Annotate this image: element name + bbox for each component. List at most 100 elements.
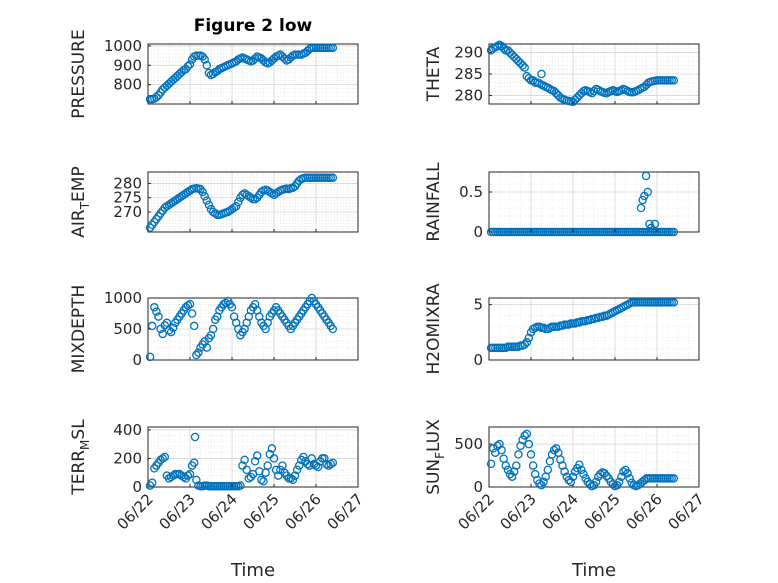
data-point [194, 348, 203, 357]
data-point [269, 190, 279, 200]
data-point [551, 444, 561, 453]
data-point [185, 469, 195, 479]
data-point [600, 469, 609, 478]
data-point [512, 461, 521, 470]
data-point [535, 79, 544, 88]
data-point [522, 338, 532, 347]
data-point [650, 219, 660, 229]
data-point [560, 467, 569, 476]
data-point [493, 441, 502, 451]
data-point [633, 86, 643, 95]
data-point [549, 86, 559, 96]
data-point [623, 469, 632, 478]
data-point [213, 66, 222, 76]
data-point [645, 219, 654, 229]
data-point [250, 54, 260, 63]
data-point [204, 68, 214, 78]
y-tick-label: 400 [113, 421, 142, 439]
data-point [520, 340, 529, 349]
data-point [294, 461, 304, 470]
axes-box [147, 426, 359, 488]
data-point [591, 477, 601, 487]
data-point [204, 200, 214, 210]
data-point [152, 92, 161, 102]
data-point [617, 472, 626, 481]
data-point [183, 471, 193, 480]
y-axis-label: AIRTEMP [69, 166, 92, 237]
data-point [518, 435, 527, 445]
data-point [543, 83, 553, 92]
data-point [503, 46, 513, 55]
data-point [526, 450, 536, 459]
data-point [158, 454, 167, 463]
data-point [643, 187, 653, 197]
data-point [231, 57, 241, 66]
data-point [175, 469, 184, 479]
x-axis-label-right: Time [571, 560, 616, 581]
x-tick-label: 06/27 [324, 490, 367, 533]
data-point [208, 69, 218, 79]
y-tick-label: 1000 [104, 37, 142, 55]
data-point [313, 462, 323, 472]
data-point [614, 477, 624, 487]
data-point [549, 445, 559, 455]
data-point [486, 459, 496, 469]
data-point [509, 52, 519, 62]
data-point [524, 439, 534, 449]
data-point [231, 202, 241, 211]
x-tick-label: 06/25 [240, 490, 283, 533]
data-point [311, 461, 321, 470]
data-point [625, 474, 634, 483]
y-axis-label: RAINFALL [424, 162, 444, 242]
data-point [234, 197, 243, 207]
subplot-mixdepth: 0 500 1000 MIXDEPTH [69, 285, 359, 373]
data-point [177, 192, 186, 201]
data-point [166, 199, 176, 208]
data-point [499, 44, 508, 53]
data-point [524, 74, 534, 83]
data-point [271, 465, 281, 475]
data-point [177, 471, 186, 480]
data-point [192, 350, 201, 360]
data-point [286, 474, 296, 483]
x-tick-label: 06/23 [156, 490, 199, 533]
y-tick-label: 0 [473, 351, 483, 369]
data-point [185, 299, 195, 309]
data-point [276, 465, 285, 475]
data-point [257, 187, 266, 197]
data-point [507, 472, 517, 481]
data-point [200, 192, 209, 201]
data-point [240, 189, 249, 198]
y-tick-label: 0 [473, 478, 483, 496]
data-point [575, 460, 584, 469]
y-tick-label: 0 [473, 223, 483, 241]
data-point [514, 56, 523, 66]
y-tick-label: 900 [113, 56, 142, 74]
data-point [507, 50, 517, 59]
data-point [518, 61, 527, 70]
data-point [501, 461, 511, 470]
y-tick-label: 500 [454, 435, 483, 453]
data-point [269, 454, 279, 463]
data-point [307, 454, 317, 463]
data-point [183, 62, 193, 71]
data-point [328, 324, 338, 334]
data-point [200, 55, 209, 64]
data-point [242, 465, 251, 475]
data-point [162, 202, 172, 211]
data-point [227, 303, 237, 312]
data-point [514, 450, 523, 459]
data-point [238, 461, 247, 470]
data-point [575, 91, 584, 100]
data-point [488, 444, 498, 453]
data-point [543, 465, 553, 475]
data-point [166, 327, 176, 337]
data-point [263, 186, 272, 195]
data-point [505, 469, 515, 479]
subplot-rainfall: 0 0.5 RAINFALL [424, 162, 700, 242]
data-point [497, 41, 506, 51]
data-point [570, 95, 580, 104]
